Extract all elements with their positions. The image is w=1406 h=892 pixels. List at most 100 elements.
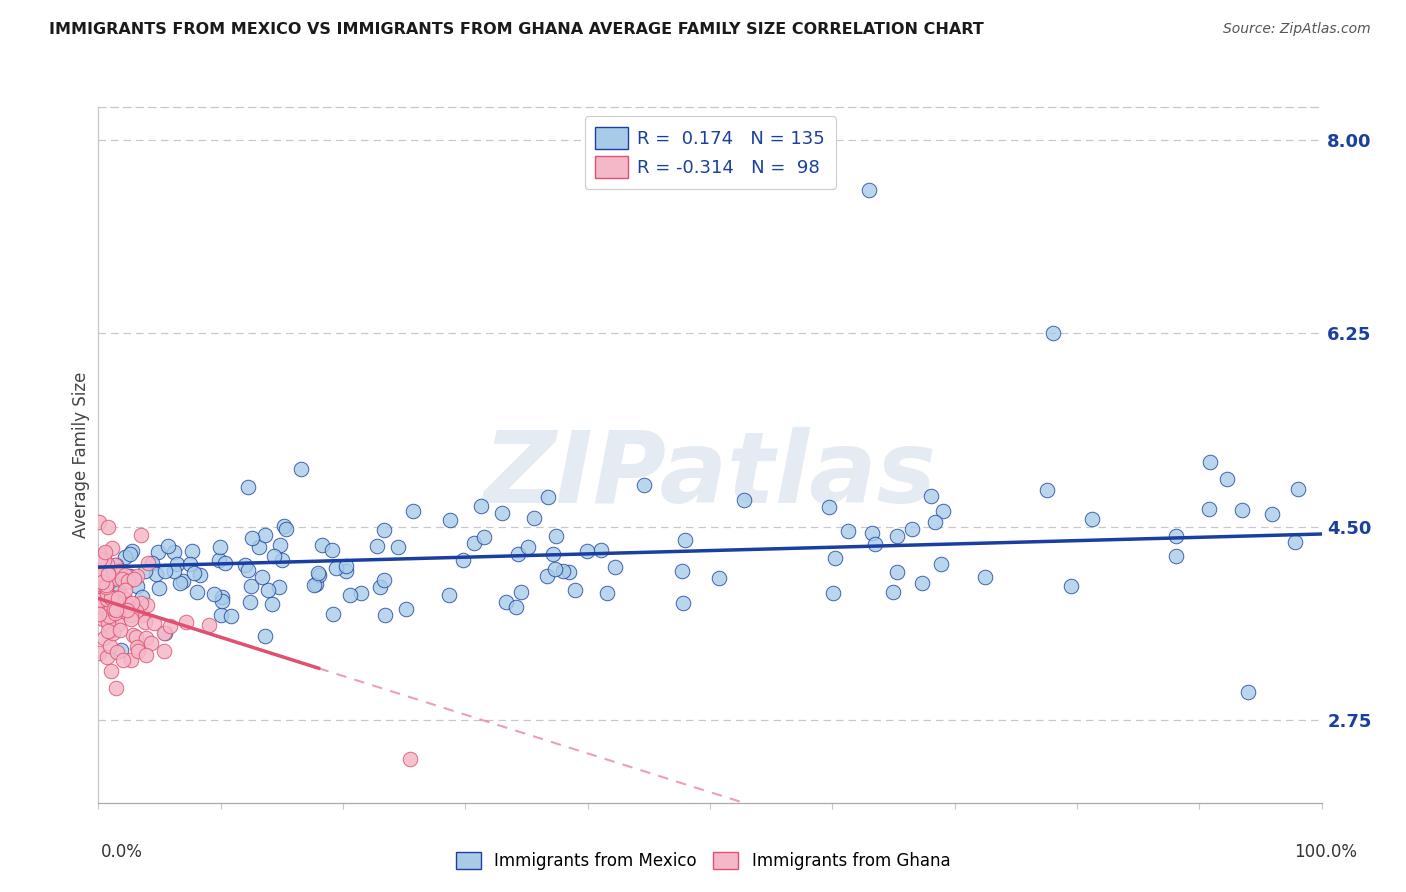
Point [395,602,418,616]
Point [142,616,165,631]
Point [240,531,263,545]
Point [368,580,391,594]
Point [290,462,312,476]
Point [932,504,955,518]
Point [823,586,845,600]
Point [90,579,112,593]
Point [311,538,333,552]
Point [98,612,121,626]
Point [1216,472,1239,486]
Point [470,499,492,513]
Point [211,590,233,604]
Point [886,565,908,579]
Point [100,596,122,610]
Point [302,578,325,592]
Point [557,565,579,579]
Point [111,653,134,667]
Point [87,607,110,621]
Point [121,544,143,558]
Point [1260,507,1282,521]
Point [239,595,262,609]
Point [159,619,181,633]
Point [707,571,730,585]
Point [373,523,395,537]
Point [97,609,120,624]
Point [114,583,136,598]
Point [322,607,344,621]
Point [163,545,186,559]
Point [1036,483,1059,497]
Point [254,629,277,643]
Point [89,593,111,607]
Point [166,558,188,572]
Point [87,646,110,660]
Point [271,552,294,566]
Point [96,592,118,607]
Point [860,526,883,541]
Text: ZIPatlas: ZIPatlas [484,427,936,524]
Point [129,527,152,541]
Point [387,540,409,554]
Point [1164,529,1187,543]
Point [89,606,111,620]
Point [93,631,115,645]
Point [257,582,280,597]
Point [117,569,139,583]
Point [181,544,204,558]
Point [818,500,841,514]
Point [107,584,129,599]
Point [209,541,232,555]
Point [1042,326,1064,341]
Point [104,558,127,572]
Point [267,581,290,595]
Point [366,539,388,553]
Point [107,591,129,606]
Point [105,558,128,573]
Point [321,543,343,558]
Legend: Immigrants from Mexico, Immigrants from Ghana: Immigrants from Mexico, Immigrants from … [449,845,957,877]
Text: 100.0%: 100.0% [1294,843,1357,861]
Point [93,553,115,567]
Point [924,515,946,529]
Point [349,586,371,600]
Point [141,556,163,570]
Point [186,585,208,599]
Point [274,522,297,536]
Point [491,506,513,520]
Point [93,591,115,605]
Point [516,541,538,555]
Point [93,566,115,581]
Point [1199,455,1222,469]
Point [505,600,527,615]
Point [135,648,157,663]
Point [1230,503,1253,517]
Point [117,574,139,588]
Point [339,588,361,602]
Point [139,636,162,650]
Point [94,580,117,594]
Point [163,565,186,579]
Point [269,538,291,552]
Point [87,554,110,568]
Point [211,608,233,623]
Point [103,602,125,616]
Point [551,564,574,578]
Point [523,511,546,525]
Point [589,542,612,557]
Point [536,568,558,582]
Point [974,570,997,584]
Point [124,604,146,618]
Point [136,557,159,571]
Point [125,630,148,644]
Point [121,628,143,642]
Point [1060,579,1083,593]
Point [98,624,121,638]
Point [100,614,122,628]
Point [125,640,148,655]
Point [506,547,529,561]
Point [911,575,934,590]
Point [188,568,211,582]
Point [886,529,908,543]
Point [239,579,262,593]
Point [153,626,176,640]
